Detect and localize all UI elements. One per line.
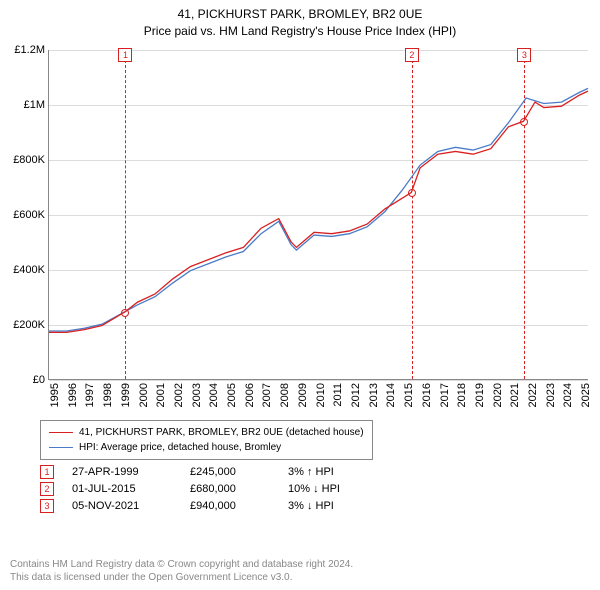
- datapoint-delta: 3% ↑ HPI: [288, 466, 334, 478]
- datapoint-date: 01-JUL-2015: [72, 483, 172, 495]
- x-axis-label: 2012: [350, 383, 362, 407]
- x-axis-label: 2000: [138, 383, 150, 407]
- x-axis-label: 2007: [261, 383, 273, 407]
- y-axis-label: £600K: [13, 209, 45, 221]
- x-axis-label: 2008: [279, 383, 291, 407]
- x-axis-label: 2019: [474, 383, 486, 407]
- y-axis-label: £800K: [13, 154, 45, 166]
- x-axis-label: 2004: [208, 383, 220, 407]
- datapoint-row: 3 05-NOV-2021 £940,000 3% ↓ HPI: [40, 499, 340, 513]
- datapoint-delta: 3% ↓ HPI: [288, 500, 334, 512]
- datapoint-date: 27-APR-1999: [72, 466, 172, 478]
- datapoint-price: £680,000: [190, 483, 270, 495]
- legend-swatch: [49, 432, 73, 433]
- x-axis-label: 2021: [509, 383, 521, 407]
- datapoint-price: £940,000: [190, 500, 270, 512]
- datapoint-date: 05-NOV-2021: [72, 500, 172, 512]
- y-axis-label: £0: [33, 374, 45, 386]
- x-axis-label: 2022: [527, 383, 539, 407]
- x-axis-label: 1996: [67, 383, 79, 407]
- y-axis-label: £1.2M: [14, 44, 45, 56]
- x-axis-label: 1995: [49, 383, 61, 407]
- x-axis-label: 2016: [421, 383, 433, 407]
- datapoint-row: 2 01-JUL-2015 £680,000 10% ↓ HPI: [40, 482, 340, 496]
- datapoint-number-box: 1: [40, 465, 54, 479]
- chart-plot-area: £0£200K£400K£600K£800K£1M£1.2M1995199619…: [48, 50, 588, 380]
- x-axis-label: 2018: [456, 383, 468, 407]
- series-property: [49, 91, 588, 332]
- legend: 41, PICKHURST PARK, BROMLEY, BR2 0UE (de…: [40, 420, 373, 460]
- y-axis-label: £400K: [13, 264, 45, 276]
- x-axis-label: 1997: [84, 383, 96, 407]
- chart-lines: [49, 50, 588, 379]
- chart-container: 41, PICKHURST PARK, BROMLEY, BR2 0UE Pri…: [0, 0, 600, 590]
- x-axis-label: 2017: [439, 383, 451, 407]
- x-axis-label: 2002: [173, 383, 185, 407]
- x-axis-label: 2020: [492, 383, 504, 407]
- datapoint-price: £245,000: [190, 466, 270, 478]
- x-axis-label: 1999: [120, 383, 132, 407]
- datapoint-number-box: 3: [40, 499, 54, 513]
- x-axis-label: 2025: [580, 383, 592, 407]
- legend-row: 41, PICKHURST PARK, BROMLEY, BR2 0UE (de…: [49, 425, 364, 440]
- legend-swatch: [49, 447, 73, 448]
- legend-row: HPI: Average price, detached house, Brom…: [49, 440, 364, 455]
- legend-label: HPI: Average price, detached house, Brom…: [79, 440, 281, 455]
- title-block: 41, PICKHURST PARK, BROMLEY, BR2 0UE Pri…: [0, 0, 600, 44]
- datapoint-row: 1 27-APR-1999 £245,000 3% ↑ HPI: [40, 465, 340, 479]
- gridline: [49, 380, 588, 381]
- x-axis-label: 2011: [332, 383, 344, 407]
- x-axis-label: 2001: [155, 383, 167, 407]
- footer-attribution: Contains HM Land Registry data © Crown c…: [10, 558, 353, 584]
- x-axis-label: 2009: [297, 383, 309, 407]
- datapoints-table: 1 27-APR-1999 £245,000 3% ↑ HPI 2 01-JUL-2015…: [40, 462, 340, 516]
- x-axis-label: 2015: [403, 383, 415, 407]
- x-axis-label: 2014: [385, 383, 397, 407]
- datapoint-number-box: 2: [40, 482, 54, 496]
- title-address: 41, PICKHURST PARK, BROMLEY, BR2 0UE: [10, 6, 590, 23]
- x-axis-label: 2013: [368, 383, 380, 407]
- x-axis-label: 1998: [102, 383, 114, 407]
- x-axis-label: 2010: [315, 383, 327, 407]
- datapoint-delta: 10% ↓ HPI: [288, 483, 340, 495]
- y-axis-label: £1M: [24, 99, 45, 111]
- legend-label: 41, PICKHURST PARK, BROMLEY, BR2 0UE (de…: [79, 425, 364, 440]
- x-axis-label: 2005: [226, 383, 238, 407]
- x-axis-label: 2006: [244, 383, 256, 407]
- title-subtitle: Price paid vs. HM Land Registry's House …: [10, 23, 590, 40]
- series-hpi: [49, 88, 588, 331]
- footer-line1: Contains HM Land Registry data © Crown c…: [10, 558, 353, 571]
- x-axis-label: 2003: [191, 383, 203, 407]
- y-axis-label: £200K: [13, 319, 45, 331]
- x-axis-label: 2023: [545, 383, 557, 407]
- x-axis-label: 2024: [562, 383, 574, 407]
- footer-line2: This data is licensed under the Open Gov…: [10, 571, 353, 584]
